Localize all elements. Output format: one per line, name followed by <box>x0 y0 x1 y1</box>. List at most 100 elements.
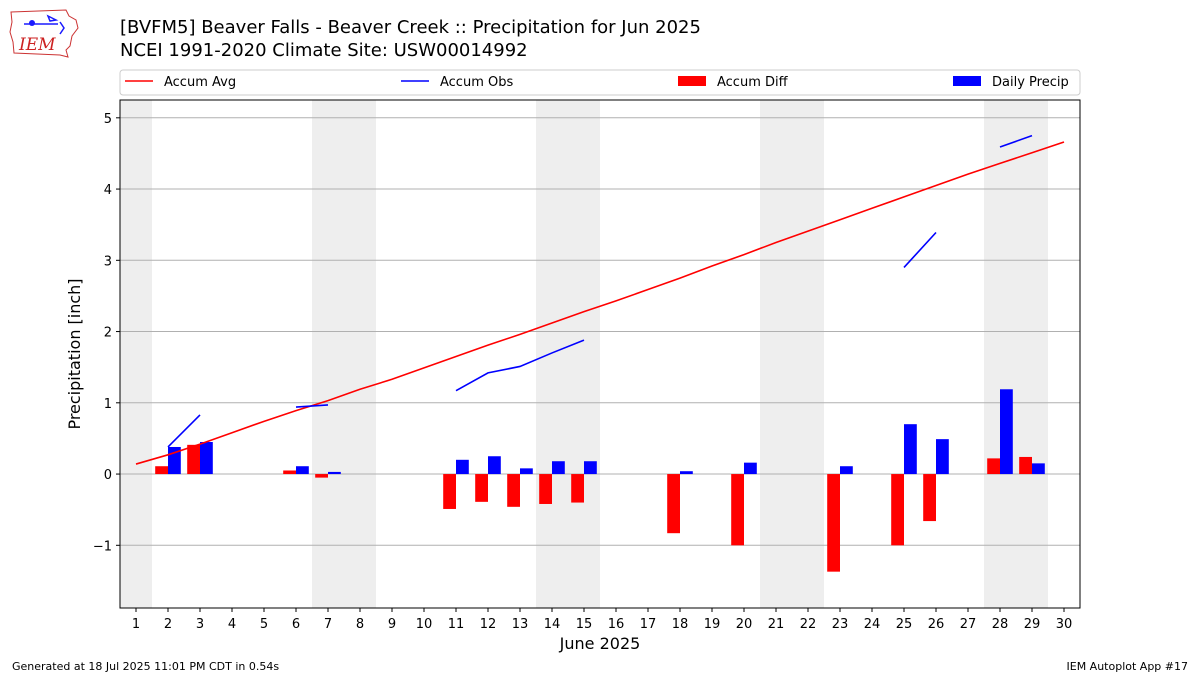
legend-swatch-bar <box>678 76 706 86</box>
chart-subtitle: NCEI 1991-2020 Climate Site: USW00014992 <box>120 40 528 61</box>
y-tick-label: 5 <box>104 112 112 127</box>
x-tick-label: 24 <box>864 617 881 632</box>
accum-diff-bar <box>827 474 840 572</box>
daily-precip-bar <box>936 439 949 475</box>
accum-diff-bar <box>475 474 488 502</box>
accum-diff-bar <box>891 474 904 546</box>
x-tick-label: 30 <box>1056 617 1073 632</box>
daily-precip-bar <box>680 471 693 475</box>
accum-obs-line <box>455 339 585 392</box>
accum-obs-line <box>903 231 937 268</box>
daily-precip-bar <box>520 468 533 475</box>
weekend-band <box>536 100 600 608</box>
iowa-map-outline <box>9 9 79 58</box>
legend-label: Daily Precip <box>992 75 1069 90</box>
daily-precip-bar <box>744 462 757 475</box>
x-tick-label: 29 <box>1024 617 1041 632</box>
accum-avg-line <box>135 141 1065 465</box>
daily-precip-bar <box>488 456 501 475</box>
generated-timestamp: Generated at 18 Jul 2025 11:01 PM CDT in… <box>12 660 280 673</box>
daily-precip-bar <box>840 466 853 475</box>
accum-diff-bar <box>155 466 168 475</box>
x-tick-label: 15 <box>576 617 593 632</box>
x-tick-label: 3 <box>196 617 204 632</box>
x-tick-label: 16 <box>608 617 625 632</box>
legend-label: Accum Obs <box>440 75 513 90</box>
accum-obs-line <box>295 404 329 408</box>
x-tick-label: 7 <box>324 617 332 632</box>
accum-diff-bar <box>923 474 936 522</box>
x-tick-label: 1 <box>132 617 140 632</box>
x-tick-label: 11 <box>448 617 465 632</box>
daily-precip-bar <box>584 461 597 475</box>
x-tick-label: 10 <box>416 617 433 632</box>
x-tick-label: 23 <box>832 617 849 632</box>
y-tick-label: 2 <box>104 326 112 341</box>
y-tick-label: 4 <box>104 183 112 198</box>
accum-diff-bar <box>987 458 1000 475</box>
iem-logo: IEM <box>9 9 79 58</box>
x-tick-label: 27 <box>960 617 977 632</box>
daily-precip-bar <box>200 441 213 475</box>
y-tick-label: 0 <box>104 468 112 483</box>
x-tick-label: 22 <box>800 617 817 632</box>
y-tick-label: −1 <box>93 539 112 554</box>
accum-diff-bar <box>507 474 520 507</box>
x-tick-label: 19 <box>704 617 721 632</box>
daily-precip-bar <box>456 459 469 475</box>
bar-series <box>155 389 1045 572</box>
accum-diff-bar <box>1019 456 1032 475</box>
x-tick-label: 9 <box>388 617 396 632</box>
x-tick-label: 28 <box>992 617 1009 632</box>
chart-title: [BVFM5] Beaver Falls - Beaver Creek :: P… <box>120 17 701 38</box>
weekend-band <box>312 100 376 608</box>
daily-precip-bar <box>296 466 309 475</box>
daily-precip-bar <box>328 471 341 475</box>
legend: Accum Avg Accum Obs Accum Diff Daily Precip <box>119 69 1081 96</box>
grid-lines <box>120 117 1080 546</box>
x-tick-label: 8 <box>356 617 364 632</box>
daily-precip-bar <box>1032 463 1045 475</box>
accum-diff-bar <box>283 470 296 475</box>
weekend-band <box>120 100 152 608</box>
x-tick-label: 20 <box>736 617 753 632</box>
daily-precip-bar <box>1000 389 1013 475</box>
line-series <box>135 134 1065 465</box>
x-axis: 1 2 3 4 5 6 7 8 9 10 11 12 13 14 15 16 17 18 19 20 21 22 23 24 2… <box>132 608 1072 632</box>
accum-diff-bar <box>731 474 744 546</box>
y-axis: −1 0 1 2 3 4 5 <box>93 112 120 554</box>
y-axis-label: Precipitation [inch] <box>65 278 84 429</box>
daily-precip-bar <box>904 424 917 475</box>
legend-label: Accum Diff <box>717 75 789 90</box>
x-tick-label: 4 <box>228 617 236 632</box>
x-tick-label: 21 <box>768 617 785 632</box>
weekend-bands <box>120 100 1048 608</box>
x-axis-label: June 2025 <box>559 634 641 653</box>
x-tick-label: 2 <box>164 617 172 632</box>
x-tick-label: 26 <box>928 617 945 632</box>
daily-precip-bar <box>552 461 565 475</box>
x-tick-label: 5 <box>260 617 268 632</box>
accum-diff-bar <box>571 474 584 503</box>
accum-diff-bar <box>443 474 456 509</box>
legend-frame <box>119 69 1081 96</box>
sun-icon <box>29 20 35 26</box>
weekend-band <box>760 100 824 608</box>
x-tick-label: 17 <box>640 617 657 632</box>
accum-diff-bar <box>539 474 552 504</box>
x-tick-label: 12 <box>480 617 497 632</box>
logo-text: IEM <box>18 35 56 55</box>
y-tick-label: 3 <box>104 254 112 269</box>
legend-label: Accum Avg <box>164 75 236 90</box>
x-tick-label: 6 <box>292 617 300 632</box>
y-tick-label: 1 <box>104 397 112 412</box>
accum-obs-line <box>167 414 201 448</box>
accum-diff-bar <box>187 444 200 475</box>
accum-obs-line <box>999 134 1033 148</box>
plot-frame <box>119 99 1081 609</box>
accum-diff-bar <box>667 474 680 534</box>
x-tick-label: 25 <box>896 617 913 632</box>
x-tick-label: 14 <box>544 617 561 632</box>
weekend-band <box>984 100 1048 608</box>
